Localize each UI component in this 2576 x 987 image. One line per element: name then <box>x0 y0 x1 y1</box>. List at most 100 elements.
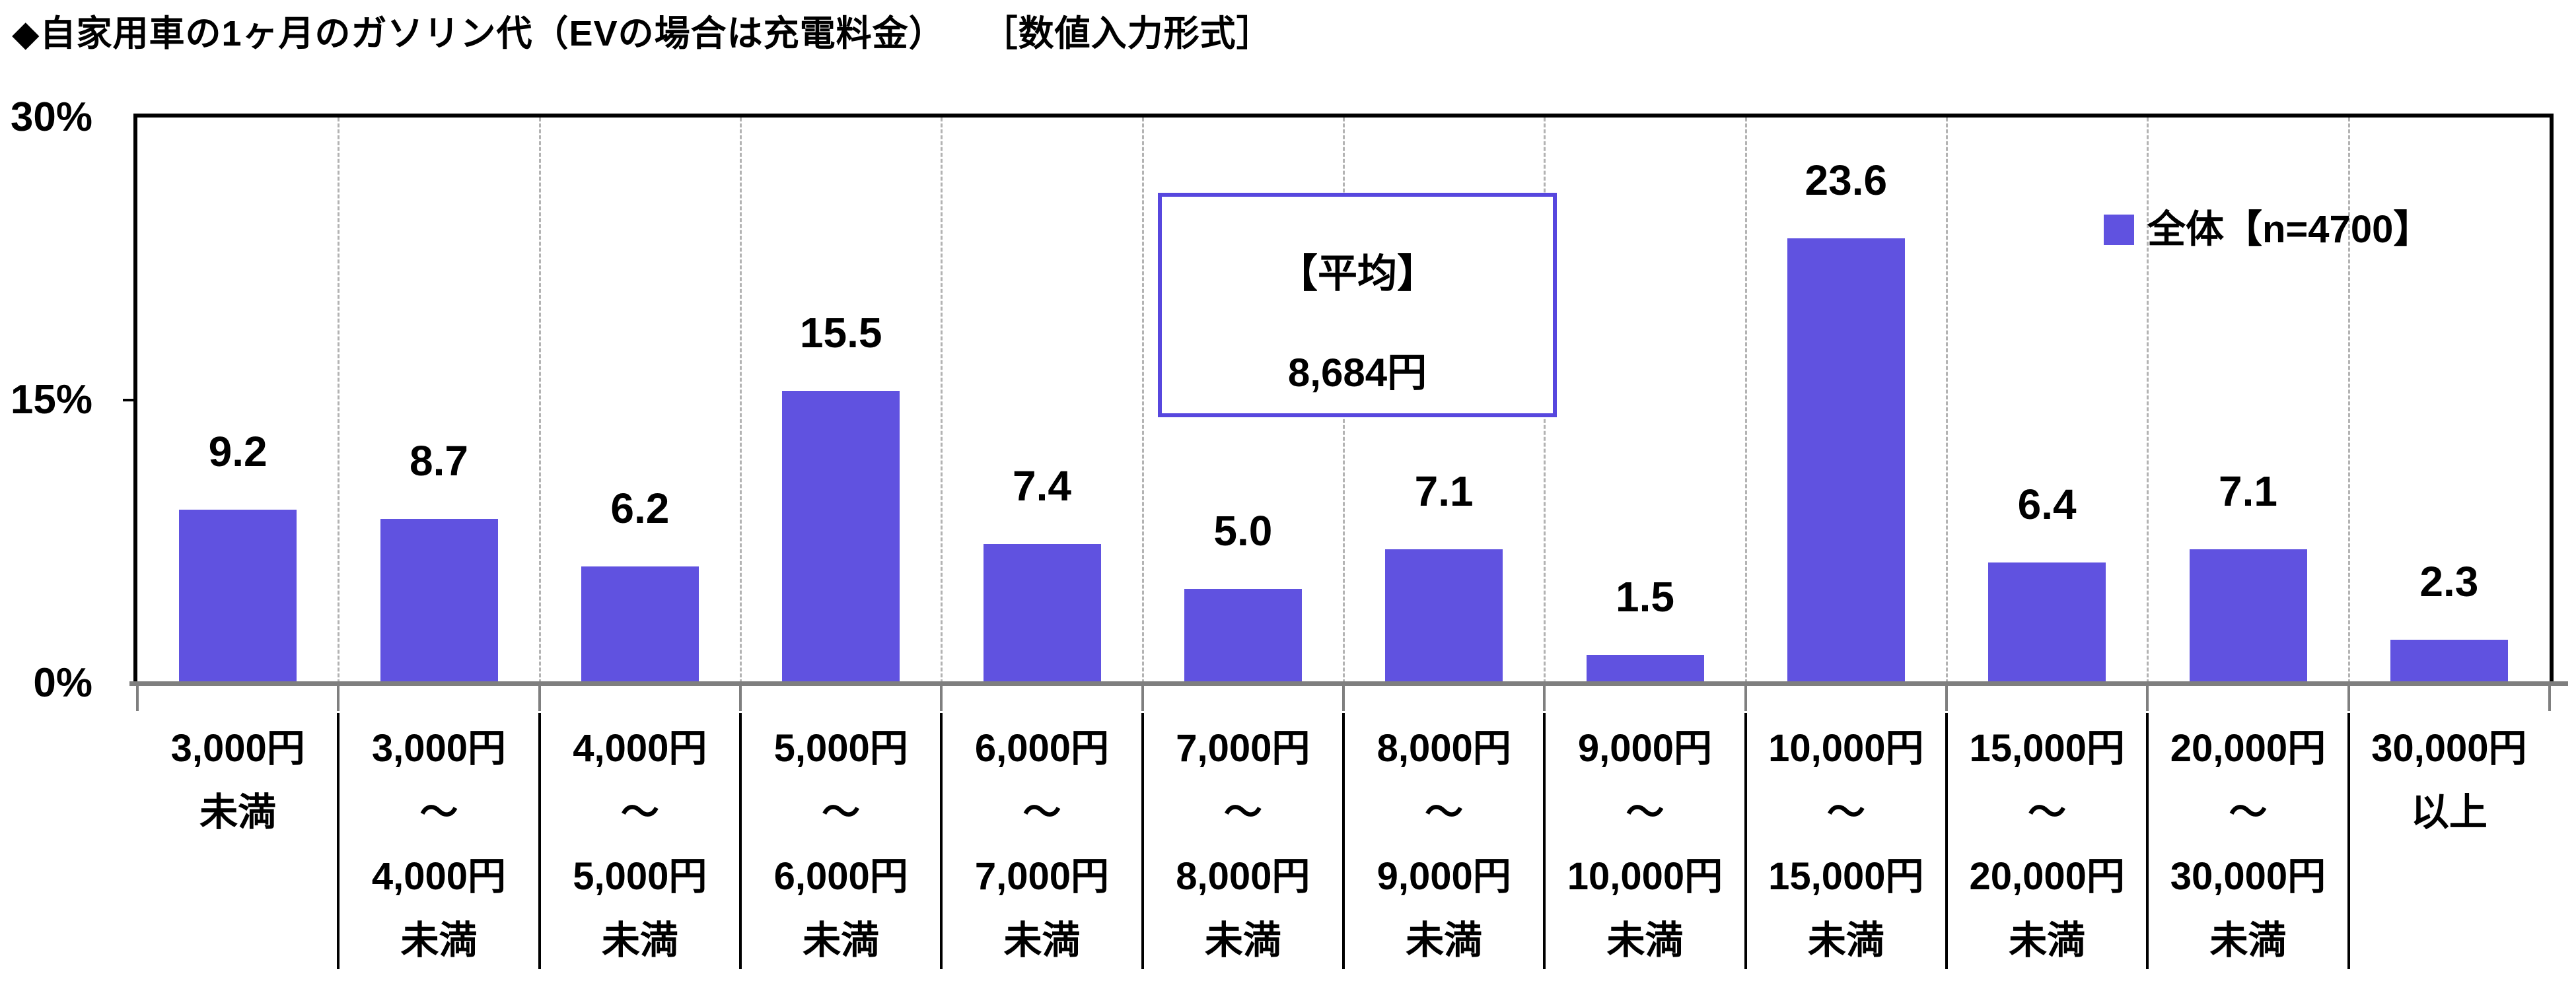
x-axis-category-label: 7,000円 ～ 8,000円 未満 <box>1143 716 1343 972</box>
x-axis-label-separator <box>2146 713 2149 969</box>
x-axis-label-separator <box>940 713 943 969</box>
x-axis-category-label: 10,000円 ～ 15,000円 未満 <box>1746 716 1947 972</box>
x-axis-label-line: 7,000円 <box>1176 727 1310 770</box>
x-axis-label-line: 4,000円 <box>371 855 507 898</box>
x-axis-category-label: 5,000円 ～ 6,000円 未満 <box>740 716 941 972</box>
gridline <box>1141 118 1144 683</box>
bar <box>2189 549 2307 683</box>
gridline <box>941 118 943 683</box>
x-axis-label-line: 3,000円 <box>371 727 507 770</box>
chart-title: ◆自家用車の1ヶ月のガソリン代（EVの場合は充電料金） ［数値入力形式］ <box>12 14 1273 53</box>
gridline <box>1946 118 1948 683</box>
x-axis-label-line: 未満 <box>199 791 277 834</box>
bar <box>983 544 1101 683</box>
x-axis-tick-mark <box>1744 686 1747 711</box>
bar <box>2390 640 2508 683</box>
x-axis-category-label: 3,000円 未満 <box>137 716 338 844</box>
x-axis-label-line: ～ <box>620 791 659 834</box>
x-axis-label-line: 未満 <box>1406 919 1483 962</box>
x-axis-label-line: ～ <box>1826 791 1865 834</box>
x-axis-label-line: 未満 <box>2009 919 2086 962</box>
x-axis-tick-mark <box>538 686 541 711</box>
bar-value-label: 7.4 <box>1013 462 1071 510</box>
bar-value-label: 6.2 <box>610 485 670 532</box>
x-axis-label-line: 9,000円 <box>1377 855 1511 898</box>
x-axis-category-label: 8,000円 ～ 9,000円 未満 <box>1343 716 1544 972</box>
y-axis-tick-label-0: 0% <box>33 660 92 706</box>
bar-value-label: 5.0 <box>1213 507 1273 555</box>
x-axis-label-line: ～ <box>1022 791 1061 834</box>
x-axis-tick-mark <box>2548 686 2551 711</box>
x-axis-tick-mark <box>1543 686 1546 711</box>
x-axis-label-separator <box>1342 713 1345 969</box>
bar-value-label: 7.1 <box>1414 467 1474 515</box>
gridline <box>2347 118 2350 683</box>
x-axis-category-label: 30,000円 以上 <box>2349 716 2550 844</box>
bar <box>1385 549 1503 683</box>
x-axis-label-line: ～ <box>1626 791 1664 834</box>
x-axis-tick-mark <box>337 686 340 711</box>
x-axis-category-label: 3,000円 ～ 4,000円 未満 <box>338 716 539 972</box>
x-axis-label-line: 20,000円 <box>1969 855 2125 898</box>
x-axis-label-line: 未満 <box>601 919 678 962</box>
bar <box>1988 562 2106 683</box>
x-axis-category-label: 4,000円 ～ 5,000円 未満 <box>540 716 740 972</box>
bar-value-label: 7.1 <box>2219 467 2277 515</box>
x-axis-label-separator <box>1543 713 1546 969</box>
x-axis-category-label: 15,000円 ～ 20,000円 未満 <box>1947 716 2147 972</box>
x-axis-label-line: 未満 <box>1204 919 1281 962</box>
x-axis-tick-mark <box>1342 686 1345 711</box>
bar <box>1184 589 1302 683</box>
x-axis-label-separator <box>337 713 340 969</box>
x-axis-label-line: ～ <box>2229 791 2268 834</box>
bar-value-label: 15.5 <box>799 309 882 357</box>
x-axis-label-line: 未満 <box>2209 919 2287 962</box>
x-axis-category-label: 9,000円 ～ 10,000円 未満 <box>1544 716 1745 972</box>
x-axis-label-separator <box>2347 713 2350 969</box>
y-axis-tick-label-15: 15% <box>10 377 92 423</box>
bar <box>782 391 900 683</box>
bar-value-label: 8.7 <box>410 437 468 485</box>
x-axis-label-line: 20,000円 <box>2170 727 2326 770</box>
x-axis-label-line: 3,000円 <box>170 727 305 770</box>
x-axis-label-line: 15,000円 <box>1768 855 1924 898</box>
gridline <box>1744 118 1747 683</box>
x-axis-tick-mark <box>136 686 139 711</box>
x-axis-label-line: 6,000円 <box>974 727 1110 770</box>
x-axis-tick-mark <box>940 686 943 711</box>
x-axis-label-line: 以上 <box>2410 791 2487 834</box>
bar <box>179 510 297 683</box>
x-axis-label-separator <box>1945 713 1948 969</box>
x-axis-label-line: ～ <box>1223 791 1262 834</box>
legend: 全体【n=4700】 <box>2104 209 2431 251</box>
x-axis-tick-mark <box>739 686 742 711</box>
x-axis-label-line: 5,000円 <box>573 855 707 898</box>
x-axis-label-line: 5,000円 <box>773 727 908 770</box>
bar <box>1787 238 1905 683</box>
bar-value-label: 23.6 <box>1805 156 1888 204</box>
bar-value-label: 2.3 <box>2419 558 2479 605</box>
x-axis-label-line: 8,000円 <box>1176 855 1310 898</box>
x-axis-label-line: 9,000円 <box>1577 727 1713 770</box>
x-axis-label-separator <box>1744 713 1747 969</box>
x-axis-tick-mark <box>1141 686 1144 711</box>
gridline <box>538 118 541 683</box>
x-axis-label-line: 未満 <box>1003 919 1081 962</box>
x-axis-label-line: 未満 <box>1807 919 1884 962</box>
average-annotation-title: 【平均】 <box>1278 252 1437 296</box>
x-axis-tick-mark <box>2146 686 2149 711</box>
x-axis-label-line: ～ <box>419 791 458 834</box>
plot-area-border <box>133 114 2554 683</box>
x-axis-label-line: 10,000円 <box>1768 727 1924 770</box>
legend-label: 全体【n=4700】 <box>2147 208 2432 251</box>
x-axis-line <box>129 681 2568 686</box>
x-axis-label-line: 8,000円 <box>1377 727 1511 770</box>
x-axis-label-line: 未満 <box>803 919 880 962</box>
x-axis-label-line: 未満 <box>1606 919 1684 962</box>
x-axis-category-label: 20,000円 ～ 30,000円 未満 <box>2147 716 2348 972</box>
bar <box>380 519 498 683</box>
x-axis-label-line: ～ <box>1425 791 1464 834</box>
average-annotation-value: 8,684円 <box>1287 351 1427 395</box>
x-axis-label-line: 10,000円 <box>1567 855 1723 898</box>
